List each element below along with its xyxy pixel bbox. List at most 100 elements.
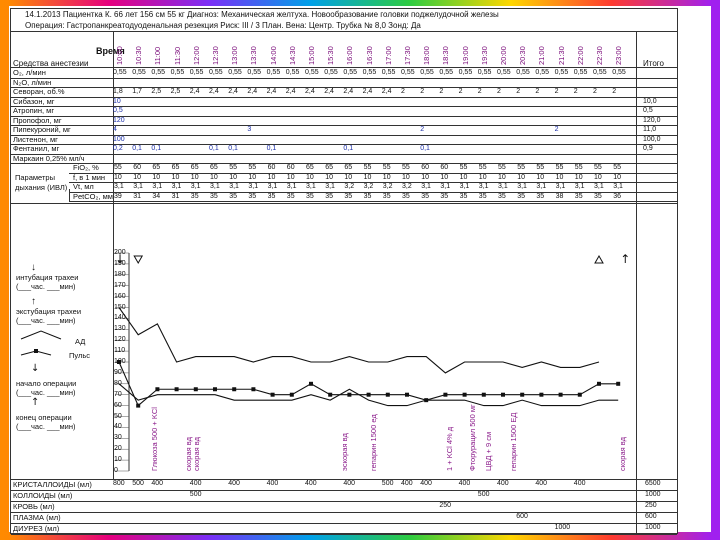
drug-total: 100,0	[643, 135, 661, 143]
param-value: 35	[536, 192, 545, 200]
param-value: 3,1	[286, 183, 297, 190]
fluid-row-label: КРОВЬ (мл)	[13, 502, 55, 511]
grid-line	[11, 501, 677, 502]
bp-legend-symbol	[20, 330, 62, 340]
params-group-label: Параметры дыхания (ИВЛ)	[15, 173, 68, 192]
drug-value: 0,55	[497, 69, 511, 76]
drug-value: 2,4	[266, 88, 277, 95]
drug-value: 0,55	[189, 69, 204, 76]
time-label: 11:30	[172, 46, 182, 65]
param-row-label: Vt, мл	[73, 182, 94, 191]
drug-value: 2,4	[285, 88, 296, 95]
series-line-0	[118, 307, 600, 374]
drug-value: 2	[554, 126, 559, 133]
grid-line	[11, 115, 677, 117]
param-value: 3,1	[440, 183, 451, 190]
param-value: 39	[114, 192, 122, 200]
param-value: 35	[306, 192, 314, 200]
param-value: 10	[478, 173, 487, 181]
y-tick-label: 60	[114, 401, 122, 409]
param-value: 10	[517, 173, 525, 181]
grid-line	[69, 182, 677, 183]
y-tick-label: 0	[114, 467, 118, 474]
arrow-up-icon: ↑	[31, 296, 36, 307]
pulse-point	[501, 392, 505, 397]
grid-line	[11, 490, 677, 491]
drug-value: 0,55	[420, 69, 434, 76]
drug-row-label: Атропин, мг	[13, 106, 55, 115]
y-tick-label: 140	[114, 314, 126, 322]
param-value: 35	[325, 192, 333, 200]
arrow-up-icon: ↑	[620, 252, 630, 266]
y-tick-label: 130	[114, 325, 126, 333]
fluid-row-label: ПЛАЗМА (мл)	[13, 513, 61, 522]
grid-line	[113, 31, 114, 479]
param-value: 3,1	[478, 183, 489, 190]
drug-value: 2	[593, 88, 597, 95]
time-label: 19:00	[460, 46, 470, 65]
fluid-value: 400	[573, 480, 586, 487]
param-value: 31	[171, 192, 180, 200]
agents-label: Средства анестезии	[13, 59, 89, 68]
param-value: 65	[344, 164, 353, 171]
time-label: 10:30	[134, 46, 144, 65]
pulse-point	[328, 392, 333, 397]
drug-value: 0,55	[535, 69, 550, 76]
y-tick-label: 170	[114, 281, 126, 289]
time-label: 22:00	[575, 46, 585, 65]
y-tick-label: 30	[114, 434, 122, 442]
param-value: 10	[402, 173, 410, 181]
drug-value: 0,1	[132, 145, 142, 152]
pulse-point	[309, 381, 313, 386]
y-tick-label: 10	[114, 456, 122, 464]
y-tick-label: 40	[114, 423, 122, 431]
param-value: 35	[229, 192, 237, 200]
param-value: 55	[478, 164, 487, 171]
pulse-point	[405, 392, 409, 397]
drug-row-label: О₂, л/мин	[13, 68, 46, 77]
drug-row-label: N₂O, л/мин	[13, 77, 52, 87]
drug-value: 2,4	[228, 88, 238, 95]
param-value: 10	[248, 173, 257, 181]
y-tick-label: 90	[114, 368, 122, 376]
drug-value: 0,55	[439, 69, 454, 76]
fluid-total: 1000	[645, 524, 661, 531]
param-value: 3,2	[402, 183, 412, 190]
pulse-point	[155, 387, 160, 392]
param-value: 55	[613, 164, 621, 171]
param-value: 60	[421, 164, 429, 171]
drug-value: 0,55	[228, 69, 242, 76]
param-value: 3,2	[344, 183, 355, 190]
drug-value: 120	[113, 116, 125, 124]
grid-line	[11, 203, 677, 204]
drug-value: 0,5	[113, 107, 123, 114]
y-tick-label: 150	[114, 303, 126, 311]
param-value: 65	[152, 164, 161, 171]
param-value: 35	[248, 192, 257, 200]
operation-end-note: конец операции (___час. ___мин)	[16, 413, 76, 431]
drug-value: 0,55	[209, 69, 223, 76]
y-tick-label: 100	[114, 358, 126, 365]
pulse-point	[270, 392, 275, 397]
param-value: 35	[363, 192, 372, 200]
y-tick-label: 80	[114, 379, 122, 387]
param-value: 3,1	[190, 183, 201, 190]
triangle-up-icon	[594, 254, 604, 264]
param-value: 35	[344, 192, 353, 200]
grid-line	[11, 87, 677, 88]
extubation-note: экстубация трахеи (___час. ___мин)	[16, 307, 82, 325]
param-value: 3,1	[248, 183, 259, 190]
param-value: 55	[594, 164, 602, 171]
bp-legend-label: АД	[75, 337, 86, 346]
param-value: 3,1	[171, 183, 182, 190]
param-value: 10	[210, 173, 218, 181]
drug-value: 0,55	[324, 69, 338, 76]
drug-value: 3	[247, 126, 252, 133]
grid-line	[11, 523, 677, 524]
time-label: 21:30	[556, 46, 566, 65]
param-value: 55	[459, 164, 468, 171]
patient-header: 14.1.2013 Пациентка К. 66 лет 156 см 55 …	[25, 10, 499, 19]
param-value: 3,1	[152, 183, 163, 190]
param-value: 3,2	[382, 183, 393, 190]
param-value: 35	[210, 192, 218, 200]
